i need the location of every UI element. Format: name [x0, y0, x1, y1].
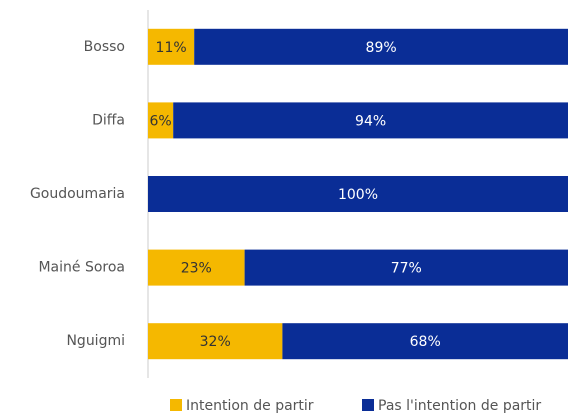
legend-swatch [170, 399, 182, 411]
data-label: 11% [156, 40, 187, 56]
data-label: 77% [391, 261, 422, 277]
bar-segment [282, 323, 568, 360]
bar-segment [244, 249, 568, 286]
y-tick-label: Goudoumaria [30, 186, 125, 202]
data-label: 23% [181, 261, 212, 277]
bar-segment [194, 28, 568, 65]
bar-segment [173, 102, 568, 139]
legend-label: Intention de partir [186, 398, 314, 414]
bar-segment [148, 249, 245, 286]
bar-segment [148, 176, 568, 212]
data-label: 94% [355, 113, 386, 129]
bar-segment [148, 28, 195, 65]
y-tick-label: Bosso [84, 39, 125, 55]
data-label: 100% [338, 187, 378, 203]
y-tick-label: Mainé Soroa [38, 260, 125, 276]
y-tick-label: Diffa [92, 112, 125, 128]
bar-segment [148, 323, 283, 360]
data-label: 6% [149, 113, 171, 129]
legend-swatch [362, 399, 374, 411]
bar-segment [148, 102, 174, 139]
data-label: 68% [410, 334, 441, 350]
y-tick-label: Nguigmi [66, 333, 125, 349]
data-label: 32% [200, 334, 231, 350]
legend-label: Pas l'intention de partir [378, 398, 541, 414]
data-label: 89% [366, 40, 397, 56]
